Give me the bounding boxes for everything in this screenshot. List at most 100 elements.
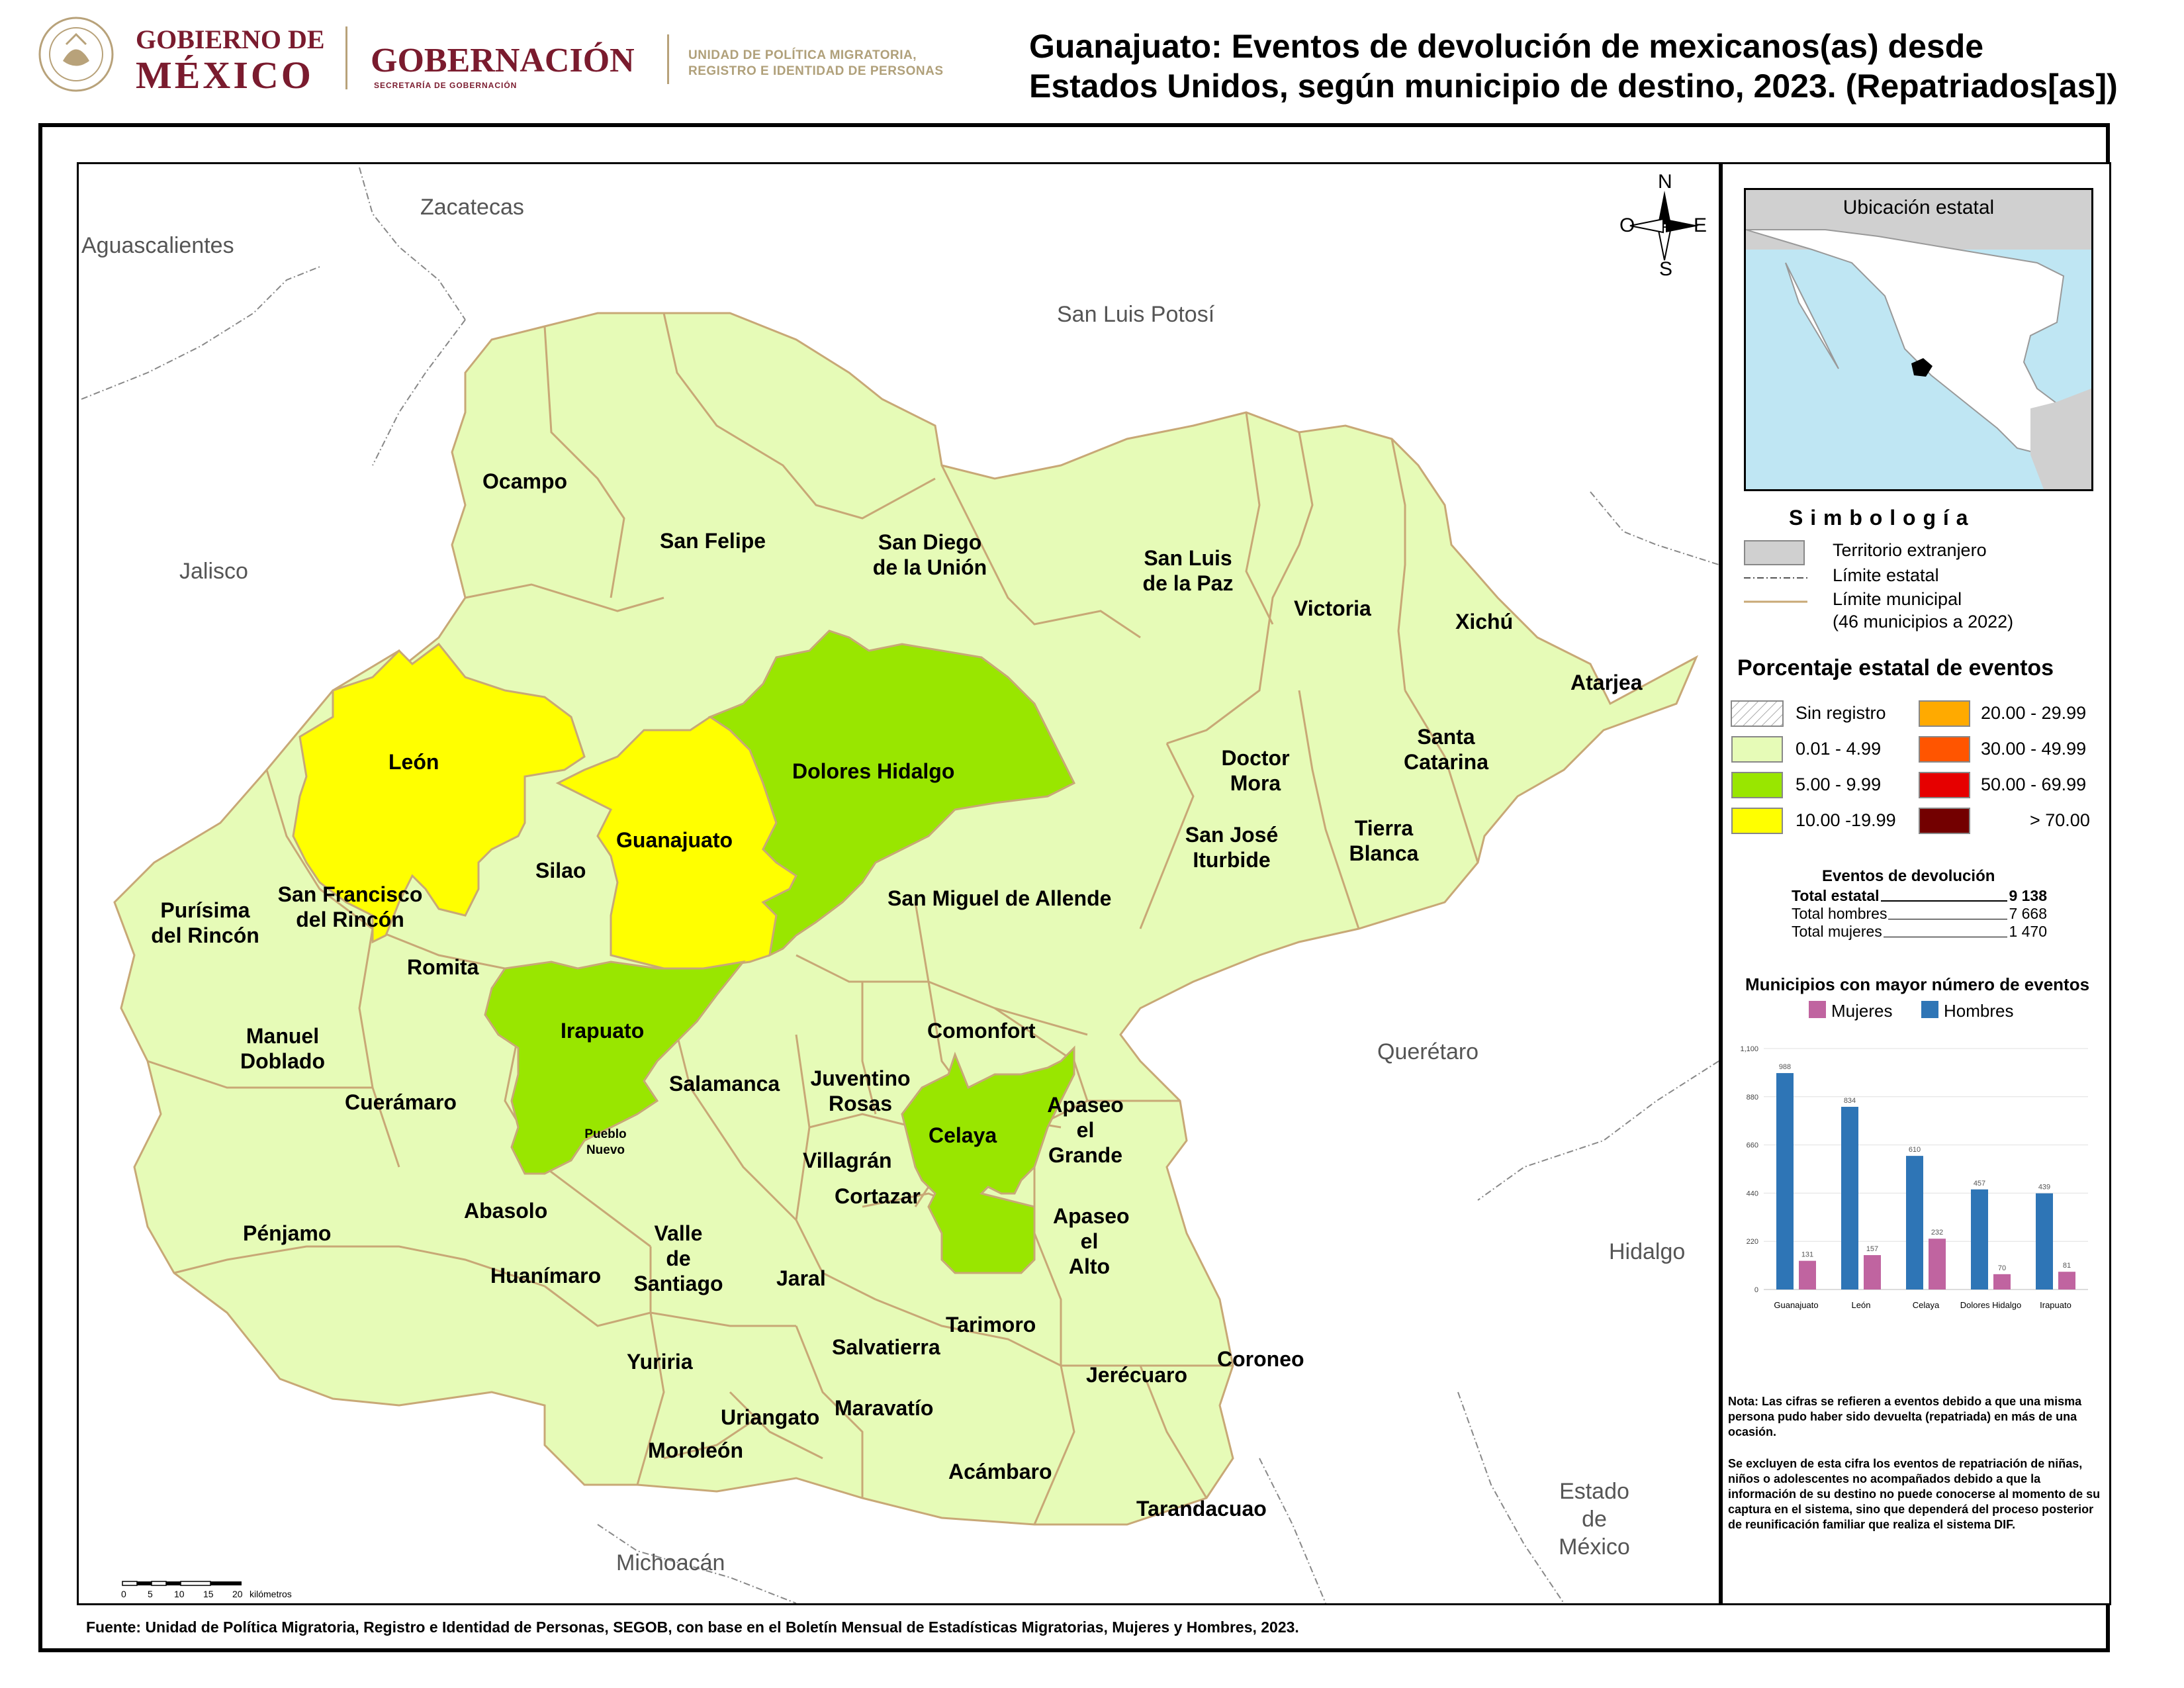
- mun-limit-symbol: [1744, 600, 1807, 603]
- mujeres-bar: [2058, 1272, 2075, 1289]
- state-label-edomex: Estado de México: [1548, 1477, 1641, 1561]
- celaya-municipality: [901, 1045, 1075, 1274]
- hombres-bar: [2036, 1193, 2053, 1289]
- slp-paz-line2: de la Paz: [1142, 571, 1234, 595]
- label-abasolo: Abasolo: [464, 1199, 548, 1223]
- manuel-doblado-line1: Manuel: [246, 1024, 320, 1048]
- sfr-line2: del Rincón: [296, 908, 404, 931]
- label-penjamo: Pénjamo: [243, 1221, 332, 1245]
- leader-line: [1880, 900, 2008, 902]
- total-women-label: Total mujeres: [1792, 923, 1882, 940]
- data-label: 834: [1844, 1097, 1856, 1105]
- label-xichu: Xichú: [1455, 610, 1514, 633]
- label-yuriria: Yuriria: [627, 1350, 693, 1374]
- class-label-0: Sin registro: [1796, 703, 1886, 723]
- label-santa-catarina: Santa Catarina: [1393, 724, 1499, 774]
- mujeres-bar: [1993, 1274, 2011, 1289]
- state-label-zacatecas: Zacatecas: [420, 195, 524, 220]
- state-limit-symbol: [1744, 577, 1807, 579]
- state-label-aguascalientes: Aguascalientes: [81, 233, 234, 258]
- class-label-6: 50.00 - 69.99: [1981, 774, 2087, 794]
- valle-line2: de: [666, 1246, 691, 1270]
- label-valle-santiago: Valle de Santiago: [625, 1221, 731, 1296]
- label-uriangato: Uriangato: [721, 1405, 820, 1429]
- data-label: 70: [1998, 1264, 2006, 1272]
- scale-bar: [122, 1581, 242, 1586]
- edomex-line3: México: [1559, 1534, 1630, 1560]
- label-moroleon: Moroleón: [648, 1438, 743, 1462]
- juventino-line1: Juventino: [810, 1066, 911, 1090]
- sfr-line1: San Francisco: [277, 882, 423, 906]
- tierra-blanca-line1: Tierra: [1354, 816, 1414, 840]
- side-panel: Ubicación estatal S i m b o l o g í a Te…: [1721, 162, 2111, 1605]
- label-san-miguel: San Miguel de Allende: [887, 886, 1112, 910]
- swatch-5-9-99: [1731, 772, 1783, 798]
- inset-map-svg: [1746, 190, 2091, 489]
- state-limits: [81, 167, 1719, 1603]
- label-silao: Silao: [535, 859, 586, 882]
- mujeres-bar: [1799, 1260, 1816, 1289]
- label-villagran: Villagrán: [803, 1149, 892, 1172]
- label-apaseo-alto: Apaseo el Alto: [1053, 1203, 1130, 1279]
- data-label: 988: [1779, 1063, 1791, 1071]
- compass-s: S: [1659, 258, 1673, 280]
- label-celaya: Celaya: [929, 1123, 997, 1147]
- total-women-value: 1 470: [2009, 923, 2047, 940]
- label-comonfort: Comonfort: [927, 1019, 1036, 1043]
- title-line2: Estados Unidos, según municipio de desti…: [1029, 68, 2118, 105]
- class-label-2: 5.00 - 9.99: [1796, 774, 1882, 794]
- label-san-francisco: San Francisco del Rincón: [271, 882, 430, 932]
- pueblo-nuevo-line2: Nuevo: [586, 1143, 625, 1157]
- label-irapuato: Irapuato: [561, 1019, 645, 1043]
- swatch-30-49-99: [1919, 736, 1970, 763]
- santa-catarina-line2: Catarina: [1403, 750, 1489, 774]
- legend-hombres-label: Hombres: [1944, 1001, 2014, 1021]
- unit-line1: UNIDAD DE POLÍTICA MIGRATORIA,: [688, 48, 917, 62]
- legend-mun-limit-sub: (46 municipios a 2022): [1833, 612, 2014, 632]
- inset-map: Ubicación estatal: [1744, 188, 2093, 491]
- label-tarimoro: Tarimoro: [946, 1313, 1036, 1336]
- edomex-line1: Estado: [1559, 1479, 1629, 1504]
- category-label: León: [1852, 1300, 1871, 1310]
- label-tierra-blanca: Tierra Blanca: [1338, 816, 1430, 866]
- apaseo-grande-line3: Grande: [1048, 1143, 1123, 1167]
- map-svg: [81, 167, 1719, 1603]
- totals-table: Total estatal 9 138 Total hombres 7 668 …: [1792, 887, 2047, 941]
- purisima-line2: del Rincón: [151, 923, 259, 947]
- header-separator: [345, 26, 347, 89]
- state-label-jalisco: Jalisco: [179, 559, 248, 584]
- label-salamanca: Salamanca: [669, 1072, 780, 1096]
- label-apaseo-grande: Apaseo el Grande: [1042, 1092, 1128, 1168]
- national-seal-icon: [38, 17, 114, 92]
- mujeres-bar: [1864, 1255, 1881, 1289]
- tierra-blanca-line2: Blanca: [1349, 841, 1419, 865]
- header-separator-2: [667, 34, 669, 84]
- category-label: Irapuato: [2040, 1300, 2071, 1310]
- label-victoria: Victoria: [1294, 596, 1371, 620]
- manuel-doblado-line2: Doblado: [240, 1049, 325, 1073]
- legend-mujeres-label: Mujeres: [1831, 1001, 1893, 1021]
- legend-title: S i m b o l o g í a: [1789, 506, 1969, 530]
- swatch-over-70: [1919, 808, 1970, 834]
- state-label-michoacan: Michoacán: [616, 1550, 725, 1575]
- y-tick-label: 880: [1747, 1094, 1758, 1102]
- total-women-row: Total mujeres 1 470: [1792, 923, 2047, 941]
- bar-chart: 0 220 440 660 880 1,100 988 131 Guanajuato 834 157…: [1740, 1045, 2088, 1310]
- state-label-queretaro: Querétaro: [1377, 1039, 1479, 1064]
- secretaria-name: GOBERNACIÓN: [371, 42, 635, 79]
- source-note: Fuente: Unidad de Política Migratoria, R…: [86, 1618, 1299, 1636]
- san-diego-line2: de la Unión: [872, 555, 987, 579]
- apaseo-alto-line2: el: [1080, 1229, 1099, 1253]
- y-tick-label: 220: [1747, 1238, 1758, 1246]
- apaseo-alto-line3: Alto: [1068, 1254, 1111, 1278]
- map-title: Guanajuato: Eventos de devolución de mex…: [1029, 26, 2154, 106]
- scale-tick-15: 15: [203, 1589, 214, 1599]
- unit-line2: REGISTRO E IDENTIDAD DE PERSONAS: [688, 64, 944, 78]
- label-ocampo: Ocampo: [482, 469, 568, 493]
- guanajuato-location-marker: [1911, 358, 1933, 377]
- label-huanimaro: Huanímaro: [490, 1264, 602, 1288]
- apaseo-grande-line1: Apaseo: [1047, 1093, 1124, 1117]
- category-label: Dolores Hidalgo: [1960, 1300, 2022, 1310]
- san-jose-line1: San José: [1185, 823, 1279, 847]
- label-coroneo: Coroneo: [1217, 1347, 1304, 1371]
